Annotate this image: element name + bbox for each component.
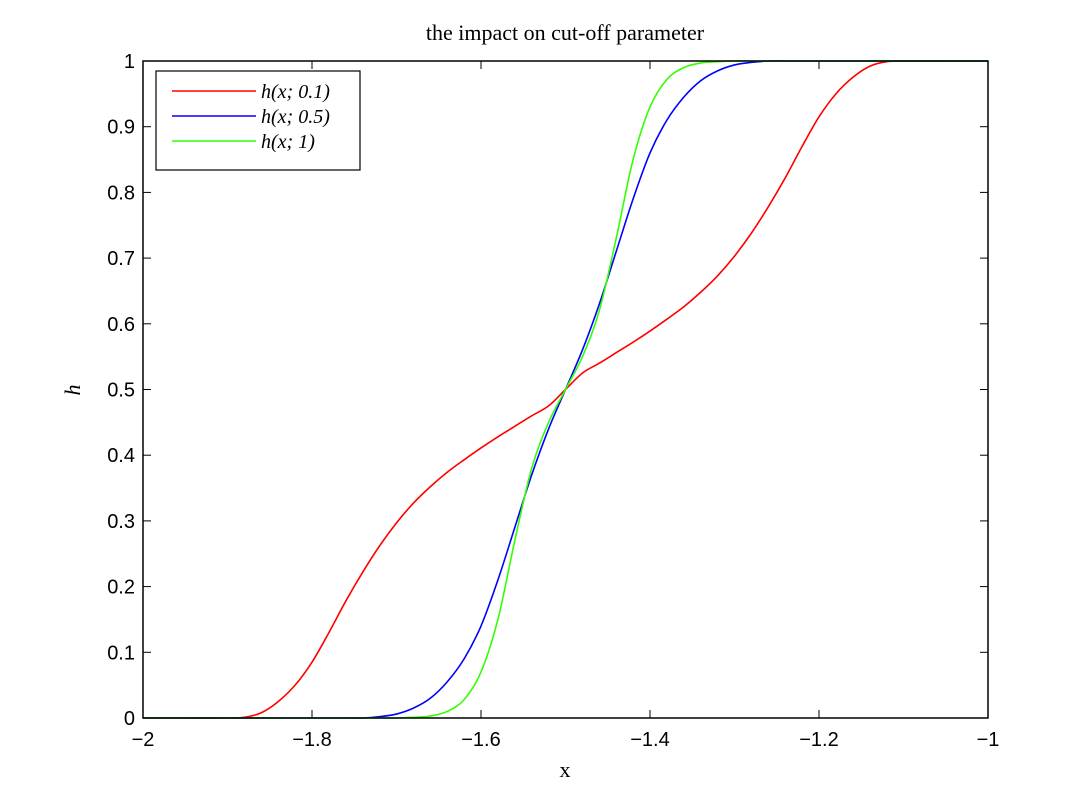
x-tick-label: −1.4 bbox=[630, 729, 669, 751]
y-tick-label: 0.6 bbox=[107, 314, 135, 336]
y-tick-label: 0.7 bbox=[107, 248, 135, 270]
legend-label: h(x; 0.5) bbox=[261, 106, 330, 128]
plot-frame bbox=[142, 60, 989, 719]
y-tick-label: 0.5 bbox=[107, 380, 135, 402]
x-tick-label: −1 bbox=[977, 729, 1000, 751]
y-tick-label: 0.2 bbox=[107, 577, 135, 599]
y-tick-label: 0.8 bbox=[107, 182, 135, 204]
x-tick-label: −1.8 bbox=[292, 729, 331, 751]
axis-ticks: −2 −1.8 −1.6 −1.4 −1.2 −1 0 0.1 0.2 0.3 0.4 0.5 0.6 0… bbox=[107, 51, 999, 751]
x-tick-label: −2 bbox=[132, 729, 155, 751]
legend-box bbox=[155, 70, 361, 171]
y-tick-label: 1 bbox=[124, 51, 135, 73]
x-tick-label: −1.6 bbox=[461, 729, 500, 751]
y-tick-label: 0.9 bbox=[107, 117, 135, 139]
y-tick-label: 0 bbox=[124, 708, 135, 730]
y-tick-label: 0.4 bbox=[107, 445, 135, 467]
y-axis-label: h bbox=[60, 385, 85, 396]
chart-title: the impact on cut-off parameter bbox=[426, 20, 705, 45]
x-axis-label: x bbox=[560, 757, 571, 782]
legend-label: h(x; 1) bbox=[261, 131, 315, 153]
y-tick-label: 0.1 bbox=[107, 642, 135, 664]
legend: h(x; 0.1) h(x; 0.5) h(x; 1) bbox=[155, 70, 361, 171]
x-tick-label: −1.2 bbox=[799, 729, 838, 751]
y-tick-label: 0.3 bbox=[107, 511, 135, 533]
legend-label: h(x; 0.1) bbox=[261, 81, 330, 103]
